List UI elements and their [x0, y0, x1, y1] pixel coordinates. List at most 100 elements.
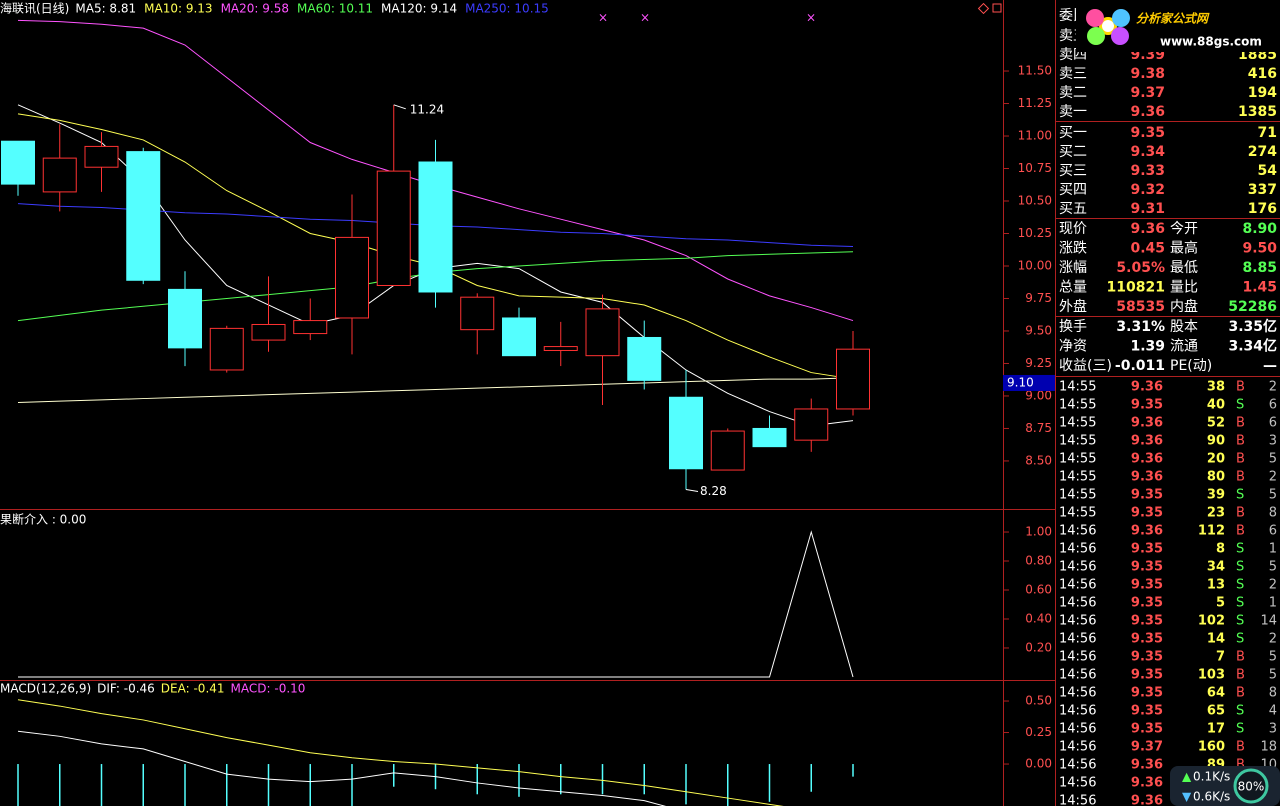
y-tick-label: 9.75: [1025, 291, 1052, 305]
tick-time: 14:56: [1059, 686, 1096, 701]
book-volume: 54: [1258, 163, 1278, 179]
tick-price: 9.35: [1131, 542, 1163, 557]
stat-value: 8.90: [1242, 221, 1277, 237]
tick-volume: 39: [1207, 488, 1225, 503]
candle-body: [84, 145, 119, 168]
tick-price: 9.36: [1131, 776, 1163, 791]
book-volume: 274: [1248, 144, 1277, 160]
macd-plot: [17, 699, 854, 806]
tick-time: 14:56: [1059, 524, 1096, 539]
macd-title: MACD: -0.10: [231, 682, 306, 696]
tick-time: 14:56: [1059, 740, 1096, 755]
tick-price: 9.36: [1131, 758, 1163, 773]
candle-body: [794, 408, 829, 441]
tick-time: 14:56: [1059, 704, 1096, 719]
tick-time: 14:55: [1059, 452, 1096, 467]
tick-price: 9.35: [1131, 578, 1163, 593]
candle-body: [209, 327, 244, 371]
macd-title: DIF: -0.46: [97, 682, 155, 696]
logo-petal: [1087, 27, 1105, 45]
book-price: 9.38: [1130, 66, 1165, 82]
tick-side: B: [1236, 380, 1245, 395]
y-tick-label: 10.00: [1018, 258, 1052, 272]
tick-price: 9.35: [1131, 506, 1163, 521]
tick-time: 14:56: [1059, 794, 1096, 806]
candle-body: [836, 348, 870, 410]
low-pointer: [685, 489, 699, 493]
tick-time: 14:56: [1059, 614, 1096, 629]
candle-body: [335, 236, 369, 319]
speed-percent: 80%: [1238, 780, 1265, 794]
tick-price: 9.35: [1131, 650, 1163, 665]
tick-volume: 17: [1207, 722, 1225, 737]
y-tick-label: 1.00: [1025, 525, 1052, 539]
candle-body: [251, 323, 286, 341]
stat-value: 9.50: [1242, 241, 1277, 257]
tick-time: 14:56: [1059, 596, 1096, 611]
candle-body: [710, 430, 745, 471]
tick-count: 2: [1269, 470, 1277, 485]
tick-time: 14:55: [1059, 434, 1096, 449]
book-volume: 337: [1248, 182, 1277, 198]
tick-time: 14:56: [1059, 722, 1096, 737]
stat-value: -0.011: [1115, 358, 1165, 374]
tick-volume: 13: [1207, 578, 1225, 593]
candle-body: [627, 336, 662, 381]
candle-body: [543, 346, 578, 351]
ma-legend: MA120: 9.14: [381, 2, 457, 16]
tick-volume: 65: [1207, 704, 1225, 719]
logo-petal: [1112, 9, 1130, 27]
logo-url: www.88gs.com: [1160, 35, 1262, 49]
speed-up: 0.1K/s: [1193, 770, 1230, 784]
book-label: 卖二: [1059, 85, 1087, 101]
stat-value: 3.34亿: [1228, 338, 1277, 355]
tick-volume: 160: [1198, 740, 1225, 755]
tick-volume: 23: [1207, 506, 1225, 521]
tick-price: 9.36: [1131, 470, 1163, 485]
y-tick-label: 0.80: [1025, 554, 1052, 568]
tick-side: S: [1236, 632, 1244, 647]
y-tick-label: 11.25: [1018, 96, 1052, 110]
tick-count: 5: [1269, 668, 1277, 683]
logo-petal: [1111, 27, 1129, 45]
tick-count: 3: [1269, 434, 1277, 449]
tick-price: 9.35: [1131, 722, 1163, 737]
tick-price: 9.35: [1131, 686, 1163, 701]
tick-side: S: [1236, 398, 1244, 413]
stat-value: 8.85: [1242, 260, 1277, 276]
icon-diamond[interactable]: [977, 2, 990, 15]
ma-legend: MA250: 10.15: [465, 2, 549, 16]
signal-line: [18, 530, 854, 678]
tick-count: 2: [1269, 578, 1277, 593]
tick-side: S: [1236, 488, 1244, 503]
y-tick-label: 9.50: [1025, 323, 1052, 337]
ma-line: [17, 377, 854, 403]
stat-label: 收益(三): [1059, 358, 1112, 374]
signal-title: 果断介入 : 0.00: [0, 512, 86, 527]
ma-legend: MA60: 10.11: [297, 2, 373, 16]
tick-time: 14:56: [1059, 542, 1096, 557]
tick-side: S: [1236, 542, 1244, 557]
tick-side: B: [1236, 524, 1245, 539]
tick-time: 14:56: [1059, 560, 1096, 575]
marker: ×: [640, 11, 650, 25]
tick-time: 14:56: [1059, 650, 1096, 665]
icon-square[interactable]: [992, 3, 1002, 13]
tick-time: 14:55: [1059, 470, 1096, 485]
book-volume: 176: [1248, 201, 1277, 217]
ma-legend: MA20: 9.58: [221, 2, 289, 16]
y-tick-label: 8.50: [1025, 453, 1052, 467]
tick-count: 6: [1269, 398, 1277, 413]
y-tick-label: 0.60: [1025, 583, 1052, 597]
speed-ring: [1233, 768, 1269, 804]
y-tick-label: 10.75: [1018, 161, 1052, 175]
y-tick-label: 11.00: [1018, 129, 1052, 143]
dif-line: [17, 730, 667, 806]
macd-title: MACD(12,26,9): [0, 682, 91, 696]
tick-count: 5: [1269, 488, 1277, 503]
candle-body: [126, 151, 161, 281]
arrow-down: ▼: [1182, 790, 1192, 804]
stat-label: 总量: [1059, 280, 1087, 296]
tick-side: B: [1236, 740, 1245, 755]
